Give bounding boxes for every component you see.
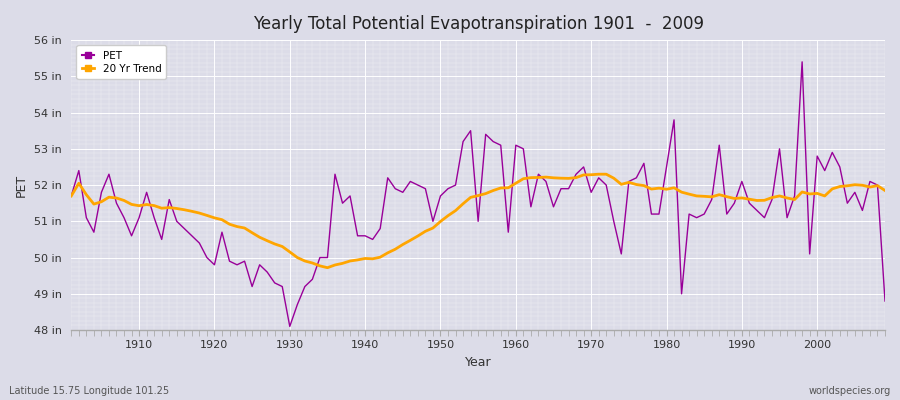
X-axis label: Year: Year	[464, 356, 491, 369]
Y-axis label: PET: PET	[15, 174, 28, 197]
Text: worldspecies.org: worldspecies.org	[809, 386, 891, 396]
Legend: PET, 20 Yr Trend: PET, 20 Yr Trend	[76, 45, 166, 79]
Text: Latitude 15.75 Longitude 101.25: Latitude 15.75 Longitude 101.25	[9, 386, 169, 396]
Title: Yearly Total Potential Evapotranspiration 1901  -  2009: Yearly Total Potential Evapotranspiratio…	[253, 15, 704, 33]
